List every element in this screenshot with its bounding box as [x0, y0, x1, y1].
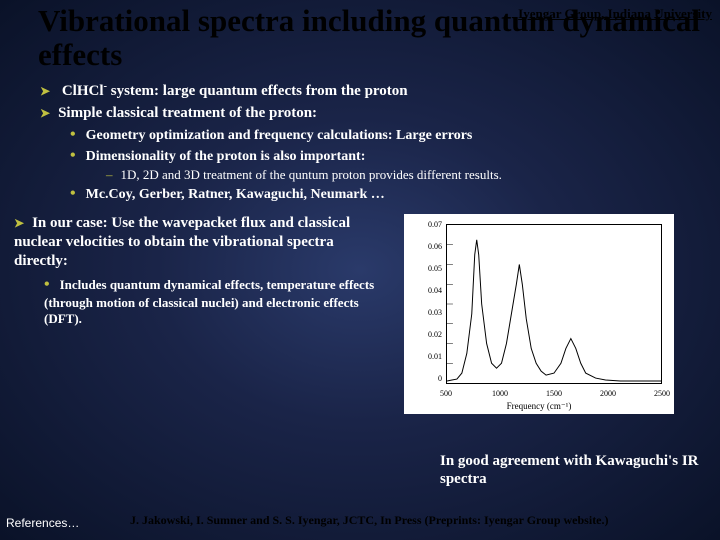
lower-sub: Includes quantum dynamical effects, temp…: [14, 275, 384, 328]
sub-dim: Dimensionality of the proton is also imp…: [70, 146, 720, 167]
ytick: 0.04: [406, 286, 442, 295]
ytick: 0.01: [406, 352, 442, 361]
subsub-bullets: 1D, 2D and 3D treatment of the quntum pr…: [0, 167, 720, 184]
agreement-text: In good agreement with Kawaguchi's IR sp…: [440, 452, 720, 488]
spectrum-line: [447, 225, 661, 383]
subsub-1d2d3d: 1D, 2D and 3D treatment of the quntum pr…: [106, 167, 720, 184]
lower-section: In our case: Use the wavepacket flux and…: [0, 214, 720, 414]
xtick: 1000: [492, 389, 508, 398]
x-axis-label: Frequency (cm⁻¹): [404, 401, 674, 412]
xtick: 2500: [654, 389, 670, 398]
bullet-clhcl: ClHCl- system: large quantum effects fro…: [40, 80, 720, 102]
references-link[interactable]: References…: [6, 516, 79, 530]
bullet-text: ClHCl- system: large quantum effects fro…: [62, 83, 408, 99]
footer-citation: J. Jakowski, I. Sumner and S. S. Iyengar…: [130, 513, 609, 528]
sub-authors: Mc.Coy, Gerber, Ratner, Kawaguchi, Neuma…: [70, 184, 720, 205]
xtick: 500: [440, 389, 452, 398]
xtick: 2000: [600, 389, 616, 398]
lower-text: In our case: Use the wavepacket flux and…: [14, 214, 384, 414]
sub-bullets: Geometry optimization and frequency calc…: [0, 125, 720, 167]
lower-main: In our case: Use the wavepacket flux and…: [14, 214, 384, 270]
sub-bullets-2: Mc.Coy, Gerber, Ratner, Kawaguchi, Neuma…: [0, 184, 720, 205]
main-bullets: ClHCl- system: large quantum effects fro…: [0, 80, 720, 123]
ytick: 0.07: [406, 220, 442, 229]
chart-axes: [446, 224, 662, 384]
ytick: 0: [406, 374, 442, 383]
bullet-classical: Simple classical treatment of the proton…: [40, 104, 720, 124]
ytick: 0.06: [406, 242, 442, 251]
spectrum-chart: 0.07 0.06 0.05 0.04 0.03 0.02 0.01 0 500…: [404, 214, 674, 414]
ytick: 0.03: [406, 308, 442, 317]
ytick: 0.02: [406, 330, 442, 339]
xtick: 1500: [546, 389, 562, 398]
affiliation-link[interactable]: Iyengar Group, Indiana University: [518, 6, 712, 22]
sub-geom: Geometry optimization and frequency calc…: [70, 125, 720, 146]
ytick: 0.05: [406, 264, 442, 273]
